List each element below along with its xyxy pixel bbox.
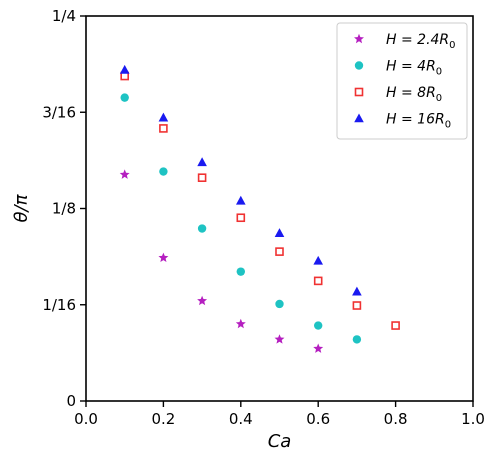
legend-box (336, 22, 468, 140)
legend-marker (354, 113, 364, 123)
data-point-series-0-0 (119, 169, 130, 179)
data-point-series-3-1 (158, 112, 169, 122)
data-point-series-1-4 (275, 299, 284, 309)
data-point-series-2-4 (275, 247, 284, 256)
x-tick-label: 0.2 (151, 410, 175, 428)
data-point-series-3-5 (313, 255, 323, 265)
data-point-series-0-5 (313, 343, 324, 353)
data-point-series-2-6 (352, 301, 362, 310)
data-point-series-2-5 (313, 276, 323, 286)
x-tick-label: 1.0 (461, 410, 485, 428)
x-tick-label: 0.0 (74, 410, 98, 428)
data-point-series-3-4 (274, 228, 285, 237)
y-tick-label: 1/8 (52, 200, 76, 218)
x-tick-label: 0.4 (229, 410, 253, 428)
legend-entry-label: H = 16R0 (386, 112, 451, 131)
legend-marker (354, 87, 364, 97)
x-axis-ticks: 0.0 0.2 0.4 0.6 0.8 1.0 (74, 401, 485, 428)
data-point-series-1-5 (314, 321, 323, 330)
x-tick-label: 0.8 (384, 410, 408, 428)
data-point-series-1-2 (197, 224, 207, 233)
y-tick-label: 0 (66, 392, 76, 410)
data-point-series-0-3 (235, 318, 246, 329)
data-point-series-0-1 (158, 252, 169, 262)
data-point-series-3-0 (119, 64, 130, 74)
y-tick-label: 3/16 (42, 103, 76, 121)
data-point-series-2-2 (197, 173, 207, 182)
data-point-series-1-6 (352, 335, 362, 344)
y-tick-label: 1/16 (42, 296, 76, 314)
legend-marker (354, 61, 364, 70)
data-point-series-2-7 (391, 321, 400, 330)
y-axis-ticks: 0 1/16 1/8 3/16 1/4 (42, 7, 86, 410)
y-axis-label: θ/π (11, 193, 32, 222)
data-point-series-3-6 (352, 286, 362, 296)
data-point-series-2-1 (159, 124, 168, 133)
legend-entry-label: H = 2.4R0 (386, 32, 456, 51)
data-marks (119, 64, 400, 353)
data-point-series-1-3 (236, 267, 245, 276)
data-point-series-3-3 (236, 195, 246, 205)
legend-entry-label: H = 4R0 (386, 59, 442, 78)
legend-marker (354, 33, 364, 44)
data-point-series-2-3 (236, 213, 246, 223)
data-point-series-0-2 (197, 295, 208, 306)
data-point-series-0-4 (274, 334, 285, 344)
legend: H = 2.4R0 H = 4R0 H = 8R0 H = 16R0 (336, 22, 468, 140)
y-tick-label: 1/4 (52, 7, 76, 25)
data-point-series-1-0 (120, 93, 129, 102)
data-point-series-3-2 (197, 157, 207, 167)
x-axis-label: Ca (268, 431, 292, 452)
x-tick-label: 0.6 (306, 410, 330, 428)
data-point-series-1-1 (159, 167, 168, 176)
legend-entry-label: H = 8R0 (386, 85, 442, 104)
